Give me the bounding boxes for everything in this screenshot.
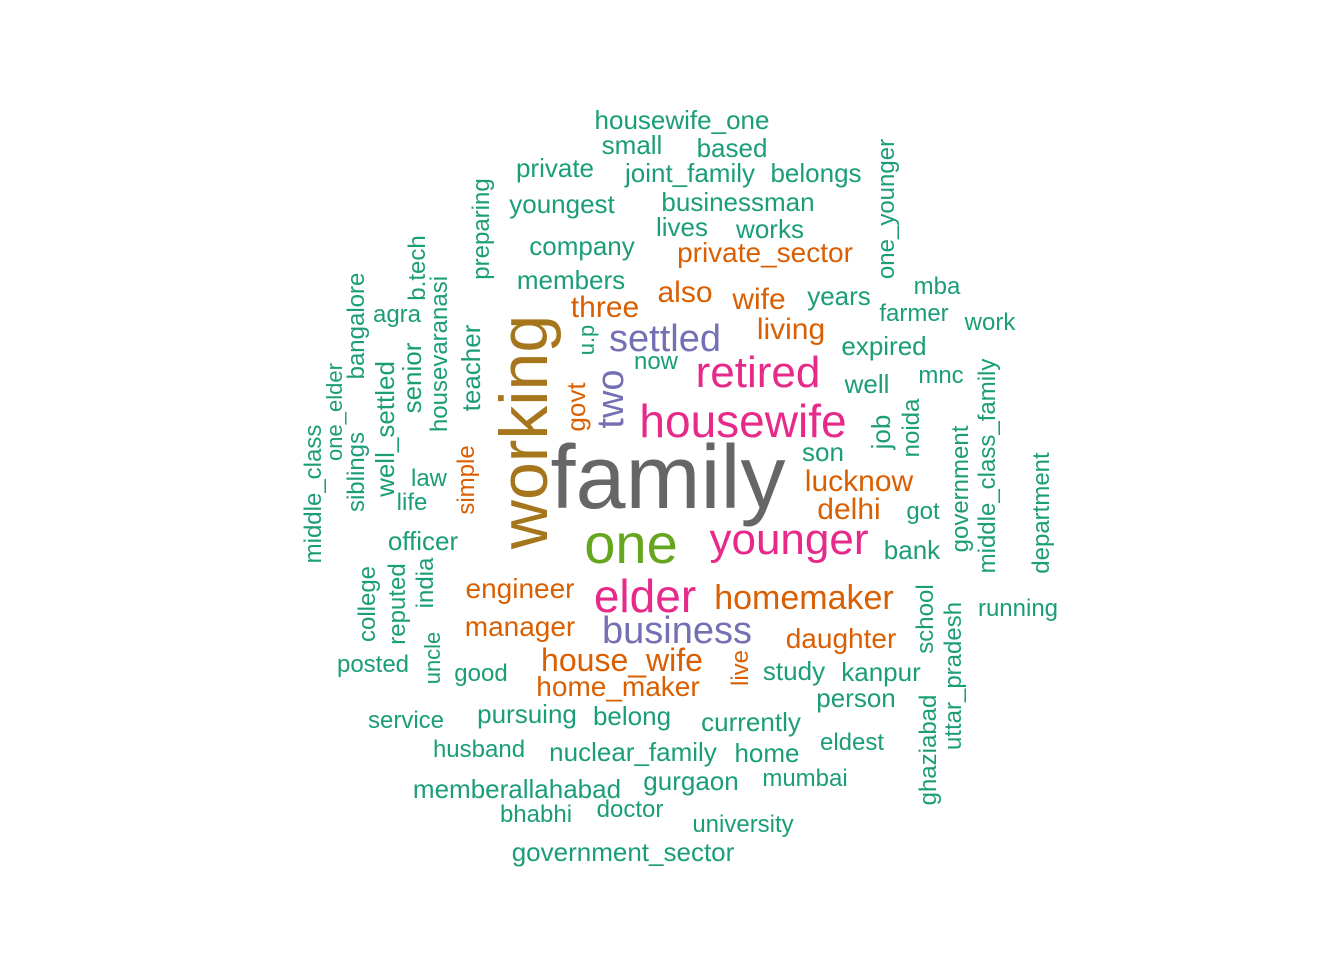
cloud-word: bank — [883, 535, 941, 565]
cloud-word: daughter — [785, 623, 897, 654]
cloud-word: two — [590, 369, 632, 429]
cloud-word: housevaranasi — [426, 275, 453, 433]
cloud-word: house_wife — [541, 642, 703, 678]
cloud-word: housewife — [639, 395, 847, 447]
cloud-word: preparing — [468, 178, 495, 280]
cloud-word: lives — [655, 212, 709, 242]
cloud-word: middle_class — [300, 424, 327, 564]
cloud-word: live — [727, 649, 754, 687]
cloud-word: younger — [709, 515, 869, 564]
cloud-word: belong — [592, 701, 672, 731]
cloud-word: homemaker — [714, 579, 894, 617]
cloud-word: delhi — [817, 493, 881, 526]
cloud-word: youngest — [509, 189, 615, 219]
cloud-word: memberallahabad — [412, 774, 622, 804]
cloud-word: kanpur — [841, 657, 921, 687]
cloud-word: joint_family — [624, 158, 756, 188]
cloud-word: three — [570, 291, 640, 324]
cloud-word: private_sector — [677, 237, 853, 268]
cloud-word: well_settled — [370, 361, 400, 497]
cloud-word: eldest — [819, 729, 885, 756]
cloud-word: expired — [841, 331, 927, 361]
cloud-word: u.p — [574, 324, 599, 356]
cloud-word: posted — [336, 651, 410, 678]
cloud-word: son — [802, 437, 844, 467]
cloud-word: elder — [593, 570, 697, 622]
cloud-word: running — [977, 595, 1059, 622]
cloud-word: wife — [732, 283, 786, 316]
cloud-word: farmer — [879, 300, 949, 327]
cloud-word: uncle — [420, 631, 445, 685]
cloud-word: work — [964, 309, 1016, 336]
cloud-word: now — [633, 348, 679, 375]
cloud-word: company — [529, 231, 635, 261]
cloud-word: government_sector — [511, 837, 735, 867]
cloud-word: agra — [372, 301, 422, 328]
cloud-word: officer — [387, 526, 459, 556]
cloud-word: reputed — [384, 563, 411, 645]
cloud-word: bhabhi — [499, 801, 573, 828]
cloud-word: also — [657, 276, 713, 309]
cloud-word: bangalore — [343, 272, 370, 380]
cloud-word: middle_class_family — [974, 358, 1001, 574]
cloud-word: doctor — [596, 796, 664, 823]
cloud-word: gurgaon — [643, 766, 739, 796]
cloud-word: mumbai — [762, 765, 848, 792]
cloud-word: got — [906, 498, 940, 525]
cloud-word: retired — [695, 348, 821, 397]
cloud-word: university — [692, 811, 794, 838]
cloud-word: service — [367, 707, 445, 734]
cloud-word: pursuing — [477, 699, 577, 729]
cloud-word: department — [1028, 452, 1055, 574]
cloud-word: study — [762, 656, 826, 686]
cloud-word: engineer — [465, 573, 575, 604]
cloud-word: belongs — [770, 158, 862, 188]
cloud-word: india — [412, 557, 439, 609]
cloud-word: currently — [701, 707, 801, 737]
cloud-word: teacher — [456, 324, 486, 412]
cloud-word: businessman — [661, 187, 815, 217]
cloud-word: works — [736, 214, 804, 244]
cloud-word: government — [947, 425, 974, 553]
cloud-word: nuclear_family — [549, 737, 717, 767]
cloud-word: law — [410, 465, 448, 492]
cloud-word: manager — [464, 611, 576, 642]
cloud-word: well — [844, 369, 890, 399]
cloud-word: person — [816, 683, 896, 713]
cloud-word: govt — [561, 382, 591, 432]
cloud-word: living — [756, 313, 826, 346]
cloud-word: home_maker — [536, 671, 700, 702]
cloud-word: home — [734, 738, 800, 768]
cloud-word: settled — [609, 318, 721, 360]
cloud-word: business — [602, 610, 752, 652]
cloud-word: small — [601, 130, 663, 160]
cloud-word: senior — [397, 342, 427, 414]
cloud-word: uttar_pradesh — [940, 601, 967, 751]
cloud-word: lucknow — [804, 465, 914, 498]
cloud-word: based — [696, 133, 768, 163]
cloud-word: husband — [432, 736, 526, 763]
cloud-word: ghaziabad — [915, 694, 942, 806]
cloud-word: private — [515, 153, 595, 183]
cloud-word: working — [486, 314, 562, 550]
cloud-word: college — [354, 565, 381, 643]
cloud-word: one_younger — [873, 138, 900, 280]
cloud-word: housewife_one — [594, 105, 770, 135]
cloud-word: mba — [913, 273, 961, 300]
cloud-word: simple — [453, 445, 480, 515]
cloud-word: mnc — [918, 362, 964, 389]
cloud-word: noida — [898, 398, 925, 458]
cloud-word: job — [866, 414, 896, 450]
cloud-word: good — [454, 660, 508, 687]
cloud-word: members — [516, 265, 626, 295]
cloud-word: one — [584, 512, 678, 575]
cloud-word: years — [807, 281, 871, 311]
cloud-word: siblings — [343, 431, 370, 513]
cloud-word: family — [550, 428, 786, 528]
cloud-word: school — [912, 584, 939, 654]
cloud-word: life — [396, 489, 428, 516]
